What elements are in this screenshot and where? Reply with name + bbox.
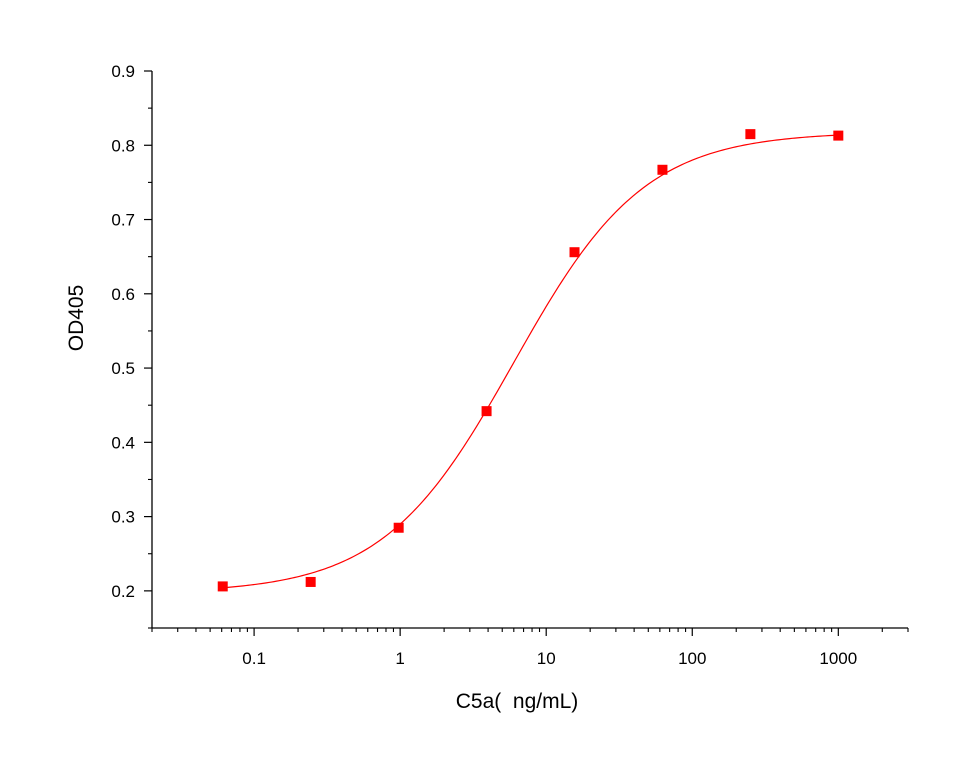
data-point	[745, 129, 756, 140]
y-tick-label: 0.4	[111, 433, 135, 452]
data-point	[833, 130, 844, 141]
axes-frame	[151, 71, 908, 629]
x-tick-label: 10	[537, 649, 556, 668]
x-tick-label: 0.1	[242, 649, 266, 668]
y-tick-label: 0.3	[111, 508, 135, 527]
y-tick-label: 0.5	[111, 359, 135, 378]
y-tick-label: 0.8	[111, 136, 135, 155]
x-tick-label: 1	[395, 649, 404, 668]
data-point	[305, 576, 316, 587]
axis-ticks: 0.2 0.3 0.4 0.5 0.6 0.7 0.8 0.9 0.1 1 10 100 1000	[111, 62, 909, 668]
fit-curve	[222, 134, 839, 589]
fit-curve-layer	[222, 134, 839, 589]
x-axis-title: C5a( ng/mL)	[456, 690, 579, 713]
y-axis-title: OD405	[65, 285, 88, 352]
data-point	[481, 406, 492, 417]
data-point	[569, 247, 580, 258]
y-tick-label: 0.7	[111, 211, 135, 230]
data-point	[217, 581, 228, 592]
x-tick-label: 1000	[819, 649, 857, 668]
data-point	[657, 164, 668, 175]
x-tick-label: 100	[678, 649, 706, 668]
data-point	[393, 522, 404, 533]
y-tick-label: 0.9	[111, 62, 135, 81]
y-tick-label: 0.2	[111, 582, 135, 601]
y-tick-label: 0.6	[111, 285, 135, 304]
data-points-layer	[217, 129, 844, 592]
